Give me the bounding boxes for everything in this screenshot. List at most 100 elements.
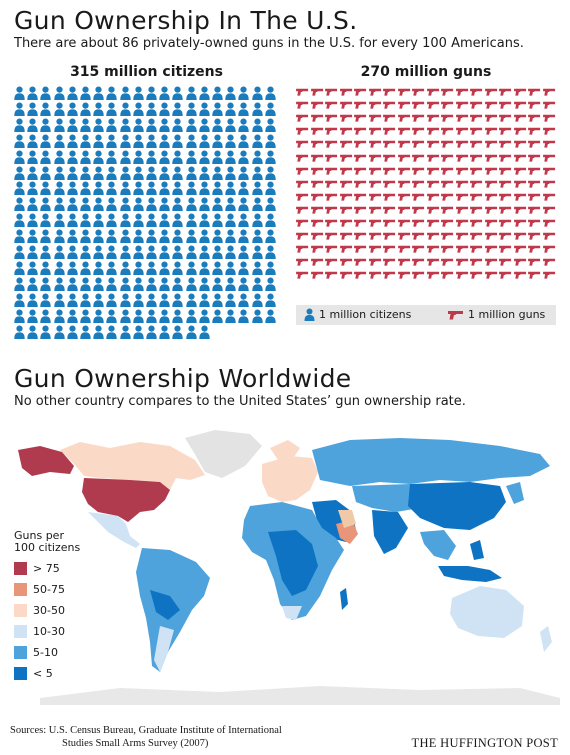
person-icon — [80, 197, 91, 212]
gun-icon — [528, 245, 541, 253]
guns-heading: 270 million guns — [360, 64, 492, 80]
person-icon — [159, 213, 170, 228]
person-icon — [251, 181, 263, 196]
gun-icon — [368, 219, 382, 227]
gun-icon — [383, 193, 396, 201]
person-icon — [67, 277, 78, 291]
gun-icon — [412, 114, 425, 122]
person-icon — [119, 134, 131, 148]
gun-icon — [528, 180, 541, 188]
person-icon — [106, 118, 118, 132]
person-icon — [119, 150, 131, 164]
person-icon — [265, 245, 276, 259]
gun-icon — [310, 167, 324, 175]
person-icon — [251, 261, 263, 275]
gun-icon — [499, 101, 512, 109]
gun-icon — [354, 271, 367, 279]
person-icon — [238, 277, 250, 291]
gun-icon — [470, 206, 483, 214]
person-icon — [53, 118, 65, 132]
person-icon — [225, 197, 236, 212]
map-key-item: 30-50 — [14, 600, 80, 621]
gun-icon — [296, 206, 309, 214]
person-icon — [80, 245, 91, 259]
person-icon — [27, 261, 38, 275]
person-icon — [40, 102, 52, 116]
gun-icon — [368, 206, 382, 214]
person-icon — [146, 229, 157, 244]
person-icon — [265, 181, 276, 196]
gun-icon — [397, 101, 411, 109]
person-icon — [212, 213, 223, 228]
gun-icon — [542, 140, 556, 148]
gun-icon — [296, 140, 309, 148]
gun-icon — [542, 206, 556, 214]
gun-icon — [528, 193, 541, 201]
person-icon — [185, 277, 197, 291]
person-icon — [40, 325, 52, 339]
gun-icon — [412, 193, 425, 201]
person-icon — [133, 325, 144, 339]
gun-icon — [310, 258, 324, 266]
gun-icon — [426, 114, 440, 122]
person-icon — [159, 181, 170, 196]
person-icon — [265, 134, 276, 148]
person-icon — [80, 166, 91, 180]
person-icon — [199, 261, 210, 275]
gun-icon — [513, 193, 527, 201]
gun-icon — [441, 167, 454, 175]
gun-icon — [441, 206, 454, 214]
gun-icon — [470, 127, 483, 135]
gun-icon — [310, 154, 324, 162]
person-icon — [106, 293, 118, 307]
gun-icon — [310, 206, 324, 214]
gun-icon — [441, 219, 454, 227]
gun-icon — [513, 140, 527, 148]
person-icon — [265, 309, 276, 323]
gun-icon — [368, 140, 382, 148]
gun-icon — [310, 245, 324, 253]
person-icon — [265, 197, 276, 212]
south-africa-shape — [282, 606, 302, 620]
person-icon — [119, 181, 131, 196]
person-icon — [80, 261, 91, 275]
person-icon — [67, 245, 78, 259]
person-icon — [40, 229, 52, 244]
gun-icon — [441, 180, 454, 188]
person-icon — [146, 118, 157, 132]
gun-icon — [455, 258, 469, 266]
person-icon — [133, 309, 144, 323]
person-icon — [199, 277, 210, 291]
map-key-item: 10-30 — [14, 621, 80, 642]
gun-icon — [325, 88, 338, 96]
person-icon — [106, 150, 118, 164]
person-icon — [265, 261, 276, 275]
gun-icon — [513, 232, 527, 240]
person-icon — [14, 213, 25, 228]
gun-icon — [354, 180, 367, 188]
person-icon — [93, 309, 104, 323]
gun-icon — [383, 180, 396, 188]
gun-icon — [499, 232, 512, 240]
person-icon — [93, 150, 104, 164]
person-icon — [172, 166, 184, 180]
gun-icon — [397, 245, 411, 253]
gun-icon — [426, 88, 440, 96]
person-icon — [93, 181, 104, 196]
person-icon — [185, 118, 197, 132]
person-icon — [265, 293, 276, 307]
person-icon — [251, 134, 263, 148]
gun-icon — [383, 219, 396, 227]
person-icon — [212, 197, 223, 212]
person-icon — [53, 245, 65, 259]
gun-icon — [339, 154, 353, 162]
new-zealand-shape — [540, 626, 552, 652]
person-icon — [53, 166, 65, 180]
gun-icon — [542, 180, 556, 188]
person-icon — [159, 118, 170, 132]
person-icon — [146, 102, 157, 116]
indonesia-shape — [438, 566, 502, 582]
person-icon — [251, 277, 263, 291]
person-icon — [146, 245, 157, 259]
person-icon — [119, 293, 131, 307]
